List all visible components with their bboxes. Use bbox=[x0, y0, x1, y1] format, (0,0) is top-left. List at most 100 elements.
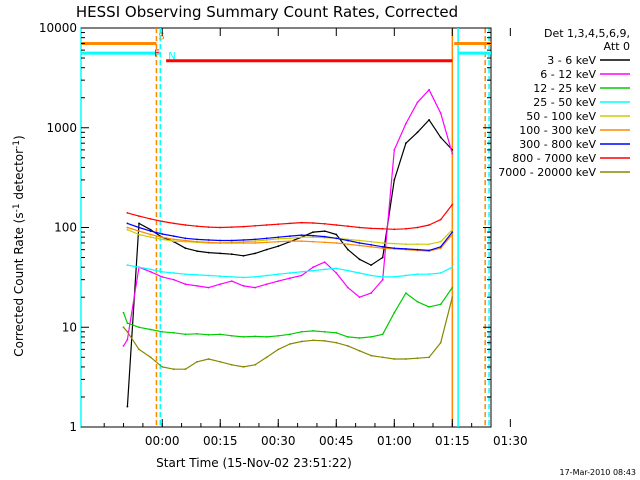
data-point bbox=[416, 300, 419, 303]
legend-entry-label: 300 - 800 keV bbox=[519, 138, 596, 151]
data-point bbox=[161, 238, 164, 241]
data-point bbox=[242, 242, 245, 244]
data-point bbox=[451, 286, 454, 289]
data-point bbox=[451, 152, 454, 155]
data-point bbox=[370, 245, 372, 248]
data-point bbox=[370, 292, 372, 294]
data-point bbox=[138, 222, 140, 225]
data-point bbox=[254, 240, 256, 243]
data-point bbox=[358, 349, 361, 352]
data-point bbox=[451, 228, 454, 231]
data-point bbox=[428, 88, 430, 91]
data-point bbox=[312, 222, 314, 224]
data-point bbox=[347, 243, 349, 246]
data-point bbox=[207, 226, 210, 229]
data-point bbox=[265, 241, 268, 244]
data-point bbox=[254, 276, 256, 278]
data-point bbox=[207, 333, 210, 336]
data-point bbox=[393, 247, 396, 250]
data-point bbox=[428, 243, 430, 246]
data-point bbox=[370, 264, 372, 266]
series-line bbox=[127, 204, 453, 230]
data-point bbox=[370, 243, 372, 246]
data-point bbox=[370, 336, 372, 338]
data-point bbox=[300, 274, 303, 277]
data-point bbox=[358, 272, 361, 274]
data-point bbox=[381, 242, 384, 244]
data-point bbox=[277, 240, 280, 243]
data-point bbox=[405, 358, 407, 360]
data-point bbox=[289, 343, 291, 345]
data-point bbox=[451, 203, 454, 206]
data-point bbox=[242, 239, 245, 241]
legend-entry-label: 25 - 50 keV bbox=[533, 96, 596, 109]
series-line bbox=[122, 89, 453, 347]
data-point bbox=[370, 274, 372, 277]
x-axis-ticks: 00:00 00:15 00:30 00:45 01:00 01:15 01:30 bbox=[103, 28, 528, 448]
data-point bbox=[230, 253, 233, 256]
data-point bbox=[161, 270, 164, 273]
data-point bbox=[230, 280, 233, 282]
data-point bbox=[242, 240, 245, 243]
data-point bbox=[358, 242, 361, 244]
data-point bbox=[184, 283, 187, 286]
data-point bbox=[219, 239, 222, 242]
data-point bbox=[312, 231, 314, 234]
data-point bbox=[149, 230, 152, 233]
data-point bbox=[323, 235, 326, 238]
data-point bbox=[126, 405, 129, 408]
data-point bbox=[428, 119, 430, 121]
data-point bbox=[138, 226, 140, 229]
data-point bbox=[416, 131, 419, 134]
data-point bbox=[126, 212, 129, 214]
data-point bbox=[277, 237, 280, 240]
data-point bbox=[172, 222, 175, 225]
x-tick-label: 01:00 bbox=[377, 434, 412, 448]
data-point bbox=[381, 278, 384, 281]
series-line bbox=[126, 119, 453, 407]
legend-header-line-1: Det 1,3,4,5,6,9, bbox=[544, 27, 630, 40]
data-point bbox=[370, 354, 372, 357]
data-point bbox=[126, 330, 129, 333]
series-lines bbox=[122, 88, 454, 408]
data-point bbox=[300, 236, 303, 239]
y-tick-label: 1000 bbox=[46, 121, 77, 135]
data-point bbox=[428, 273, 430, 276]
data-point bbox=[358, 244, 361, 247]
data-point bbox=[416, 226, 419, 229]
data-point bbox=[254, 286, 256, 289]
x-tick-label: 00:45 bbox=[319, 434, 354, 448]
data-point bbox=[122, 311, 125, 314]
data-point bbox=[149, 236, 152, 239]
data-point bbox=[149, 228, 152, 231]
data-point bbox=[439, 247, 442, 250]
data-point bbox=[381, 245, 384, 248]
data-point bbox=[358, 337, 361, 339]
legend-entry-label: 50 - 100 keV bbox=[526, 110, 596, 123]
data-point bbox=[312, 236, 314, 239]
data-point bbox=[347, 248, 349, 251]
data-point bbox=[347, 269, 349, 272]
attenuator-label-N: N bbox=[168, 51, 175, 62]
data-point bbox=[207, 251, 210, 254]
data-point bbox=[300, 270, 303, 273]
attenuator-bars: SNF bbox=[81, 31, 491, 63]
data-point bbox=[277, 334, 280, 337]
series-line bbox=[122, 287, 453, 339]
data-point bbox=[381, 333, 384, 336]
x-axis-label: Start Time (15-Nov-02 23:51:22) bbox=[156, 456, 352, 470]
data-point bbox=[323, 261, 326, 263]
data-point bbox=[265, 248, 268, 251]
data-point bbox=[172, 235, 175, 238]
data-point bbox=[393, 149, 396, 151]
data-point bbox=[265, 283, 268, 286]
data-point bbox=[405, 142, 407, 145]
data-point bbox=[335, 233, 338, 236]
data-point bbox=[289, 240, 291, 243]
data-point bbox=[138, 233, 140, 236]
data-point bbox=[265, 237, 268, 240]
data-point bbox=[122, 345, 125, 347]
data-point bbox=[230, 242, 233, 244]
data-point bbox=[138, 348, 140, 351]
